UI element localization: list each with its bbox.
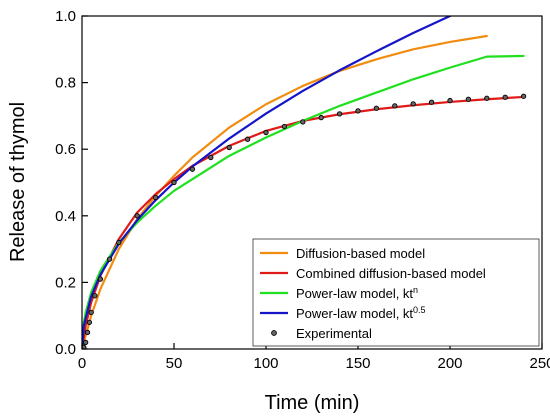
legend-label-experimental: Experimental [296, 326, 372, 341]
y-tick-label: 0.4 [55, 208, 76, 225]
y-tick-label: 0.0 [55, 341, 76, 358]
experimental-point [355, 108, 361, 114]
experimental-point [208, 154, 214, 161]
y-tick-label: 1.0 [55, 8, 76, 25]
x-tick-label: 150 [345, 355, 370, 372]
y-tick-label: 0.6 [55, 141, 76, 158]
plot-frame [81, 15, 543, 350]
experimental-point [520, 93, 527, 99]
y-tick-label: 0.8 [55, 75, 76, 92]
experimental-point [152, 194, 159, 201]
experimental-point [318, 114, 324, 121]
x-tick-label: 250 [529, 355, 550, 372]
experimental-point [300, 119, 306, 125]
legend: Diffusion-based model Combined diffusion-… [252, 238, 540, 347]
experimental-point [484, 95, 490, 101]
x-axis-title: Time (min) [265, 392, 360, 414]
x-tick-label: 100 [253, 355, 278, 372]
experimental-point [502, 94, 508, 100]
legend-label-combined-diffusion-based-model: Combined diffusion-based model [296, 266, 486, 281]
experimental-point [86, 319, 93, 326]
experimental-point [83, 339, 89, 345]
experimental-point [244, 136, 251, 142]
y-tick-label: 0.2 [55, 274, 76, 291]
experimental-point [410, 101, 416, 107]
series-line-diffusion-based-model [82, 34, 488, 349]
series-layer [82, 16, 527, 349]
experimental-point [447, 97, 453, 104]
legend-swatch-experimental [271, 330, 277, 336]
experimental-point [82, 344, 87, 349]
series-line-power-law-model-kt-0-5 [82, 16, 453, 349]
x-tick-label: 0 [78, 355, 86, 372]
experimental-point [428, 99, 435, 105]
experimental-point [88, 309, 94, 316]
experimental-point [373, 105, 380, 111]
experimental-point [281, 123, 288, 130]
experimental-point [116, 239, 122, 246]
legend-label-power-law-model-kt-n: Power-law model, ktn [296, 285, 418, 301]
experimental-point [134, 213, 140, 219]
legend-box [252, 238, 540, 347]
x-tick-label: 50 [166, 355, 183, 372]
legend-label-diffusion-based-model: Diffusion-based model [296, 246, 425, 261]
experimental-point [392, 103, 398, 109]
experimental-point [106, 256, 113, 262]
legend-label-power-law-model-kt-0-5: Power-law model, kt0.5 [296, 305, 426, 321]
y-axis-title: Release of thymol [7, 102, 29, 262]
experimental-point [465, 96, 472, 102]
experimental-point [226, 144, 232, 151]
experimental-point [336, 111, 343, 117]
experimental-point [92, 293, 98, 299]
experimental-point [97, 276, 104, 282]
x-tick-label: 200 [437, 355, 462, 372]
ticks-layer: 0 50 100 150 200 250 0.0 0.2 0.4 0.6 0.8 1.0 [55, 8, 550, 372]
experimental-point [84, 329, 91, 335]
experimental-point [189, 166, 196, 172]
experimental-point [171, 179, 177, 186]
experimental-point [263, 129, 269, 136]
series-line-power-law-model-kt-n [82, 54, 525, 349]
